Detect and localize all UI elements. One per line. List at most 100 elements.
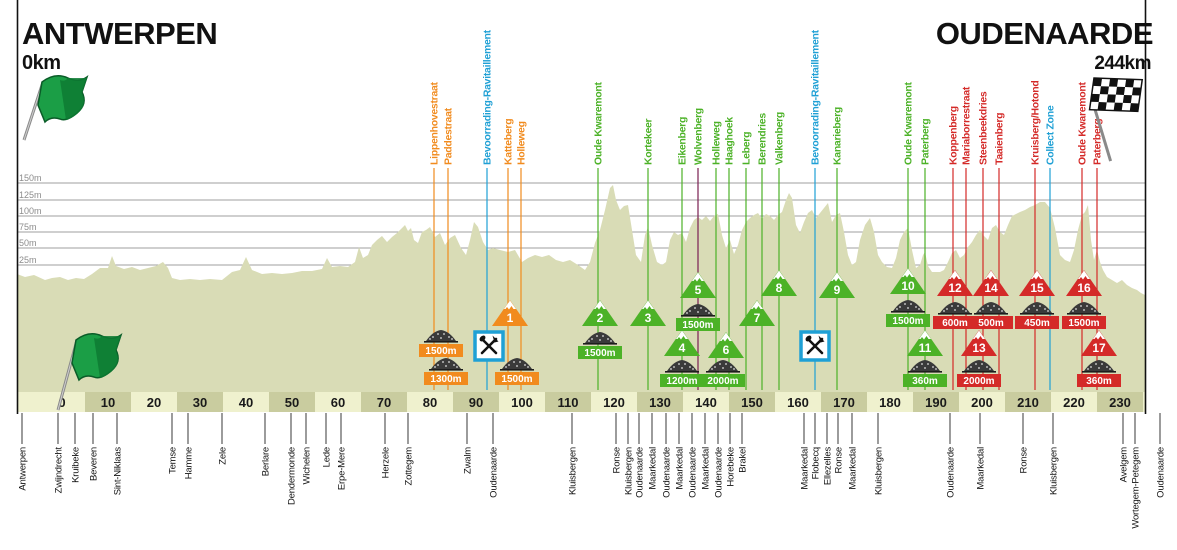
climb-label: Collect Zone [1045,105,1057,165]
city-label: Dendermonde [287,447,298,505]
cobble-dot [432,336,434,338]
climb-label: Leberg [741,132,753,165]
cobble-dot [453,364,455,366]
climb-number: 16 [1077,281,1091,295]
knife-icon [480,337,498,355]
sector-length-banner [660,374,704,387]
climb-label: Koppenberg [948,106,960,165]
mountain-peak-icon [949,270,961,280]
cobble-dot [935,368,937,370]
cobblestone-base [908,371,942,373]
cobble-dot [610,340,612,342]
climb-number: 11 [919,341,932,355]
climb-label: Wolvenberg [693,108,705,165]
cobblestone-icon [964,360,994,371]
city-label: Ronse [834,447,845,473]
city-label: Zwalm [463,447,474,474]
elevation-tick-label: 50m [19,238,37,248]
climb-marker-17 [1081,330,1117,356]
cobble-dot [673,366,675,368]
start-city-title: ANTWERPEN [22,16,218,51]
cobble-dot [1047,310,1049,312]
cobble-dot [1087,368,1089,370]
km-tick-label: 110 [558,395,579,410]
city-label: Brakel [738,447,749,473]
climb-number: 5 [695,283,702,297]
cobble-dot [943,310,945,312]
climb-label: Paterberg [920,119,932,165]
cobble-dot [915,306,917,308]
cobble-dot [904,303,906,305]
city-label: Berlare [261,447,272,476]
cobble-dot [970,366,972,368]
city-label: Flobecq [811,447,822,479]
km-tick-label: 170 [833,395,855,410]
climb-number: 14 [984,281,998,295]
cobblestone-icon [667,360,697,371]
climb-number: 15 [1030,281,1044,295]
cobble-dot [913,368,915,370]
city-label: Oudenaarde [714,447,725,498]
mountain-peak-icon [902,268,914,278]
climb-number: 3 [645,311,652,325]
spoon-head [805,335,812,342]
city-label: Herzele [381,447,392,478]
climb-number: 12 [948,281,962,295]
city-label: Zele [218,447,229,465]
km-axis-band-dark [453,392,499,412]
start-distance: 0km [22,52,61,74]
city-label: Hamme [184,447,195,479]
cobble-dot [957,305,959,307]
city-label: Maarkedal [800,447,811,490]
city-label: Kluisbergen [568,447,579,495]
mountain-peak-icon [642,300,654,310]
cobble-dot [599,339,601,341]
city-label: Maarkedal [848,447,859,490]
cobble-dot [725,363,727,365]
climb-marker-10 [890,268,926,294]
km-axis-band-dark [177,392,223,412]
finish-distance: 244km [1094,53,1151,74]
cobble-dot [505,366,507,368]
sector-length-label: 1500m [1068,318,1099,329]
climb-label: Haaghoek [724,117,736,165]
city-label: Kluisbergen [624,447,635,495]
climb-number: 17 [1092,341,1106,355]
cobble-dot [1101,363,1103,365]
city-label: Horebeke [726,447,737,487]
cobblestone-icon [976,302,1006,313]
sector-length-banner [903,374,947,387]
sector-length-banner [1062,316,1106,329]
sector-length-label: 1200m [666,376,697,387]
cobble-dot [1001,310,1003,312]
climb-marker-9 [819,272,855,298]
cobblestone-icon [1084,360,1114,371]
cobblestone-base [429,369,463,371]
km-tick-label: 130 [649,395,671,410]
sector-length-label: 360m [1086,376,1112,387]
cobble-dot [694,307,696,309]
cobble-dot [1091,308,1093,310]
climb-label: Oude Kwaremont [1077,81,1089,165]
sector-length-label: 360m [912,376,938,387]
elevation-profile-area [17,185,1145,392]
sector-length-label: 450m [1024,318,1050,329]
climb-number: 8 [776,281,783,295]
sector-length-label: 500m [978,318,1004,329]
cobble-dot [689,310,691,312]
cobblestone-icon [940,302,970,313]
climb-label: Holleweg [711,121,723,165]
city-label: Antwerpen [18,447,29,491]
cobble-dot [1033,305,1035,307]
cobble-dot [907,307,909,309]
city-label: Ronse [612,447,623,473]
cobblestone-icon [502,358,532,369]
cobble-dot [448,361,450,363]
cobble-dot [951,305,953,307]
city-label: Oudenaarde [688,447,699,498]
mountain-peak-icon [720,332,732,342]
cobble-dot [440,337,442,339]
climb-marker-2 [582,300,618,326]
cobblestone-icon [426,330,456,341]
city-label: Wortegem-Petegem [1131,447,1142,529]
